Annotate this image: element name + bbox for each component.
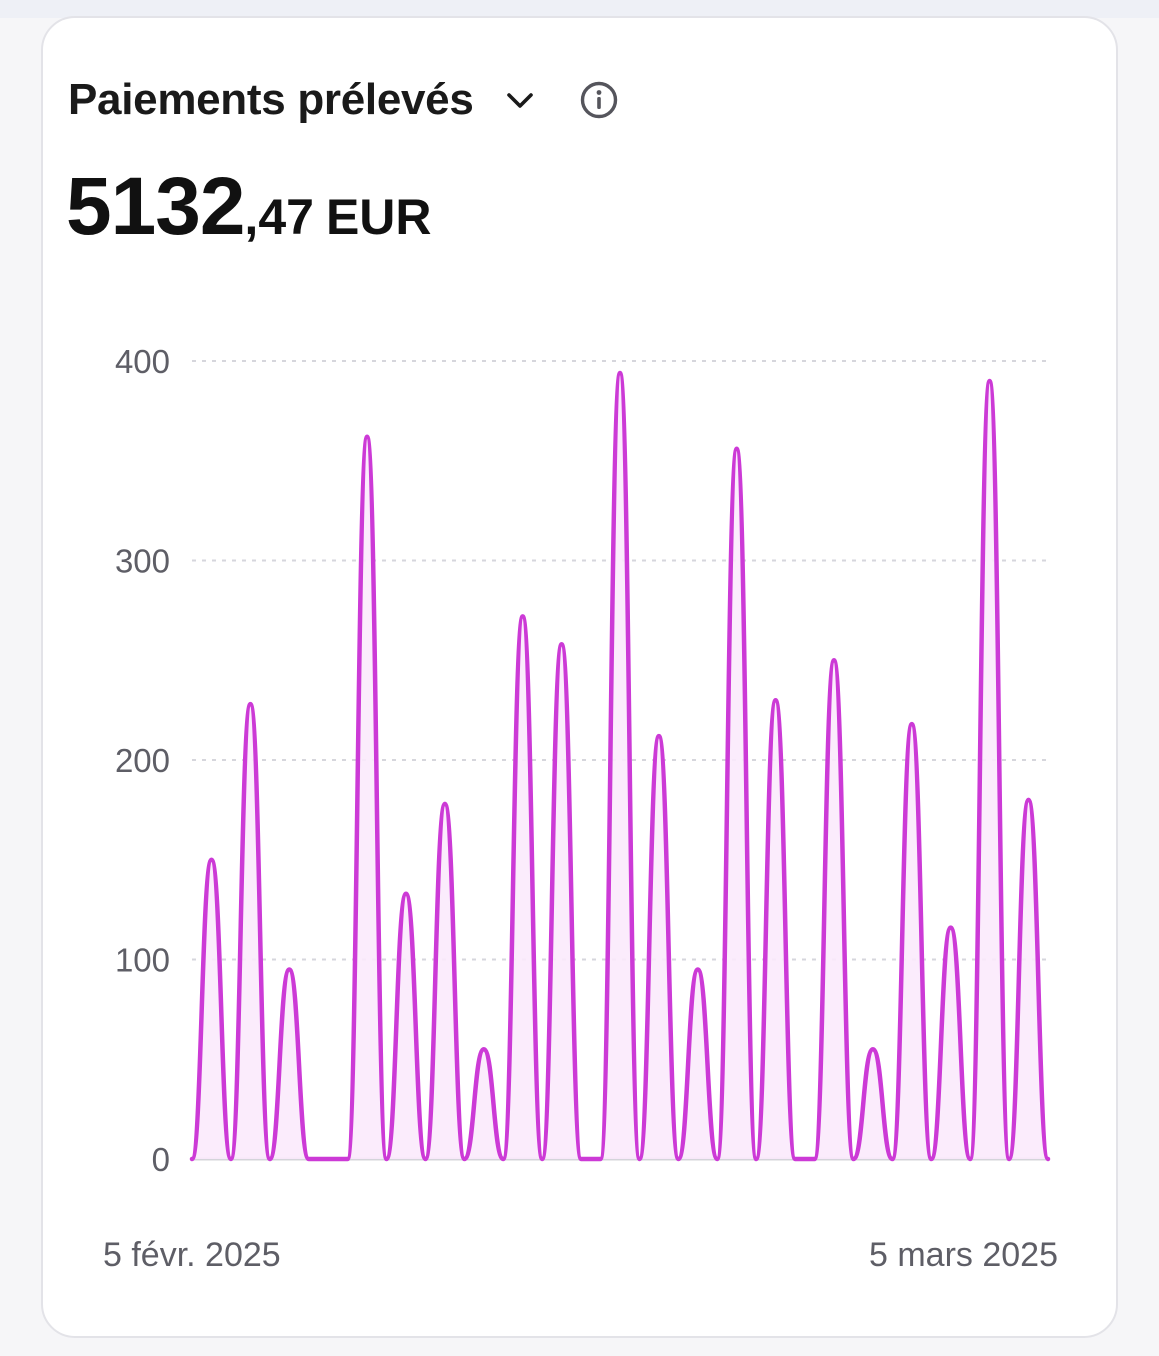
amount-decimal: ,47 [244,189,314,245]
data-point-5 [287,967,291,971]
y-tick-label-300: 300 [115,543,170,580]
data-point-22 [618,371,622,375]
data-point-9 [365,435,369,439]
y-tick-label-100: 100 [115,942,170,979]
series-line [189,370,1051,1162]
data-point-3 [248,702,252,706]
data-point-24 [657,734,661,738]
x-axis-end-label: 5 mars 2025 [869,1236,1058,1274]
y-tick-label-200: 200 [115,742,170,779]
card-header: Paiements prélevés [68,70,620,130]
data-point-39 [949,926,953,930]
data-point-28 [735,447,739,451]
series-peaks [209,371,1031,1051]
data-point-41 [988,379,992,383]
data-point-33 [832,658,836,662]
y-tick-label-0: 0 [152,1141,170,1178]
data-point-15 [482,1047,486,1051]
data-point-35 [871,1047,875,1051]
x-axis-start-label: 5 févr. 2025 [103,1236,281,1274]
chevron-down-icon[interactable] [502,82,538,118]
total-amount: 5132,47 EUR [66,160,432,254]
data-point-1 [209,858,213,862]
data-point-30 [774,698,778,702]
top-strip [0,0,1159,18]
info-icon[interactable] [578,79,620,121]
y-tick-label-400: 400 [115,343,170,380]
data-point-26 [696,967,700,971]
data-point-13 [443,802,447,806]
amount-currency: EUR [325,189,432,245]
series-area-fill [192,373,1048,1159]
data-point-17 [521,614,525,618]
data-point-37 [910,722,914,726]
data-point-19 [560,642,564,646]
data-point-11 [404,892,408,896]
y-axis-ticks: 0 100 200 300 400 [115,343,170,1178]
amount-integer: 5132 [66,161,245,252]
data-point-43 [1027,798,1031,802]
metric-title: Paiements prélevés [68,75,474,124]
